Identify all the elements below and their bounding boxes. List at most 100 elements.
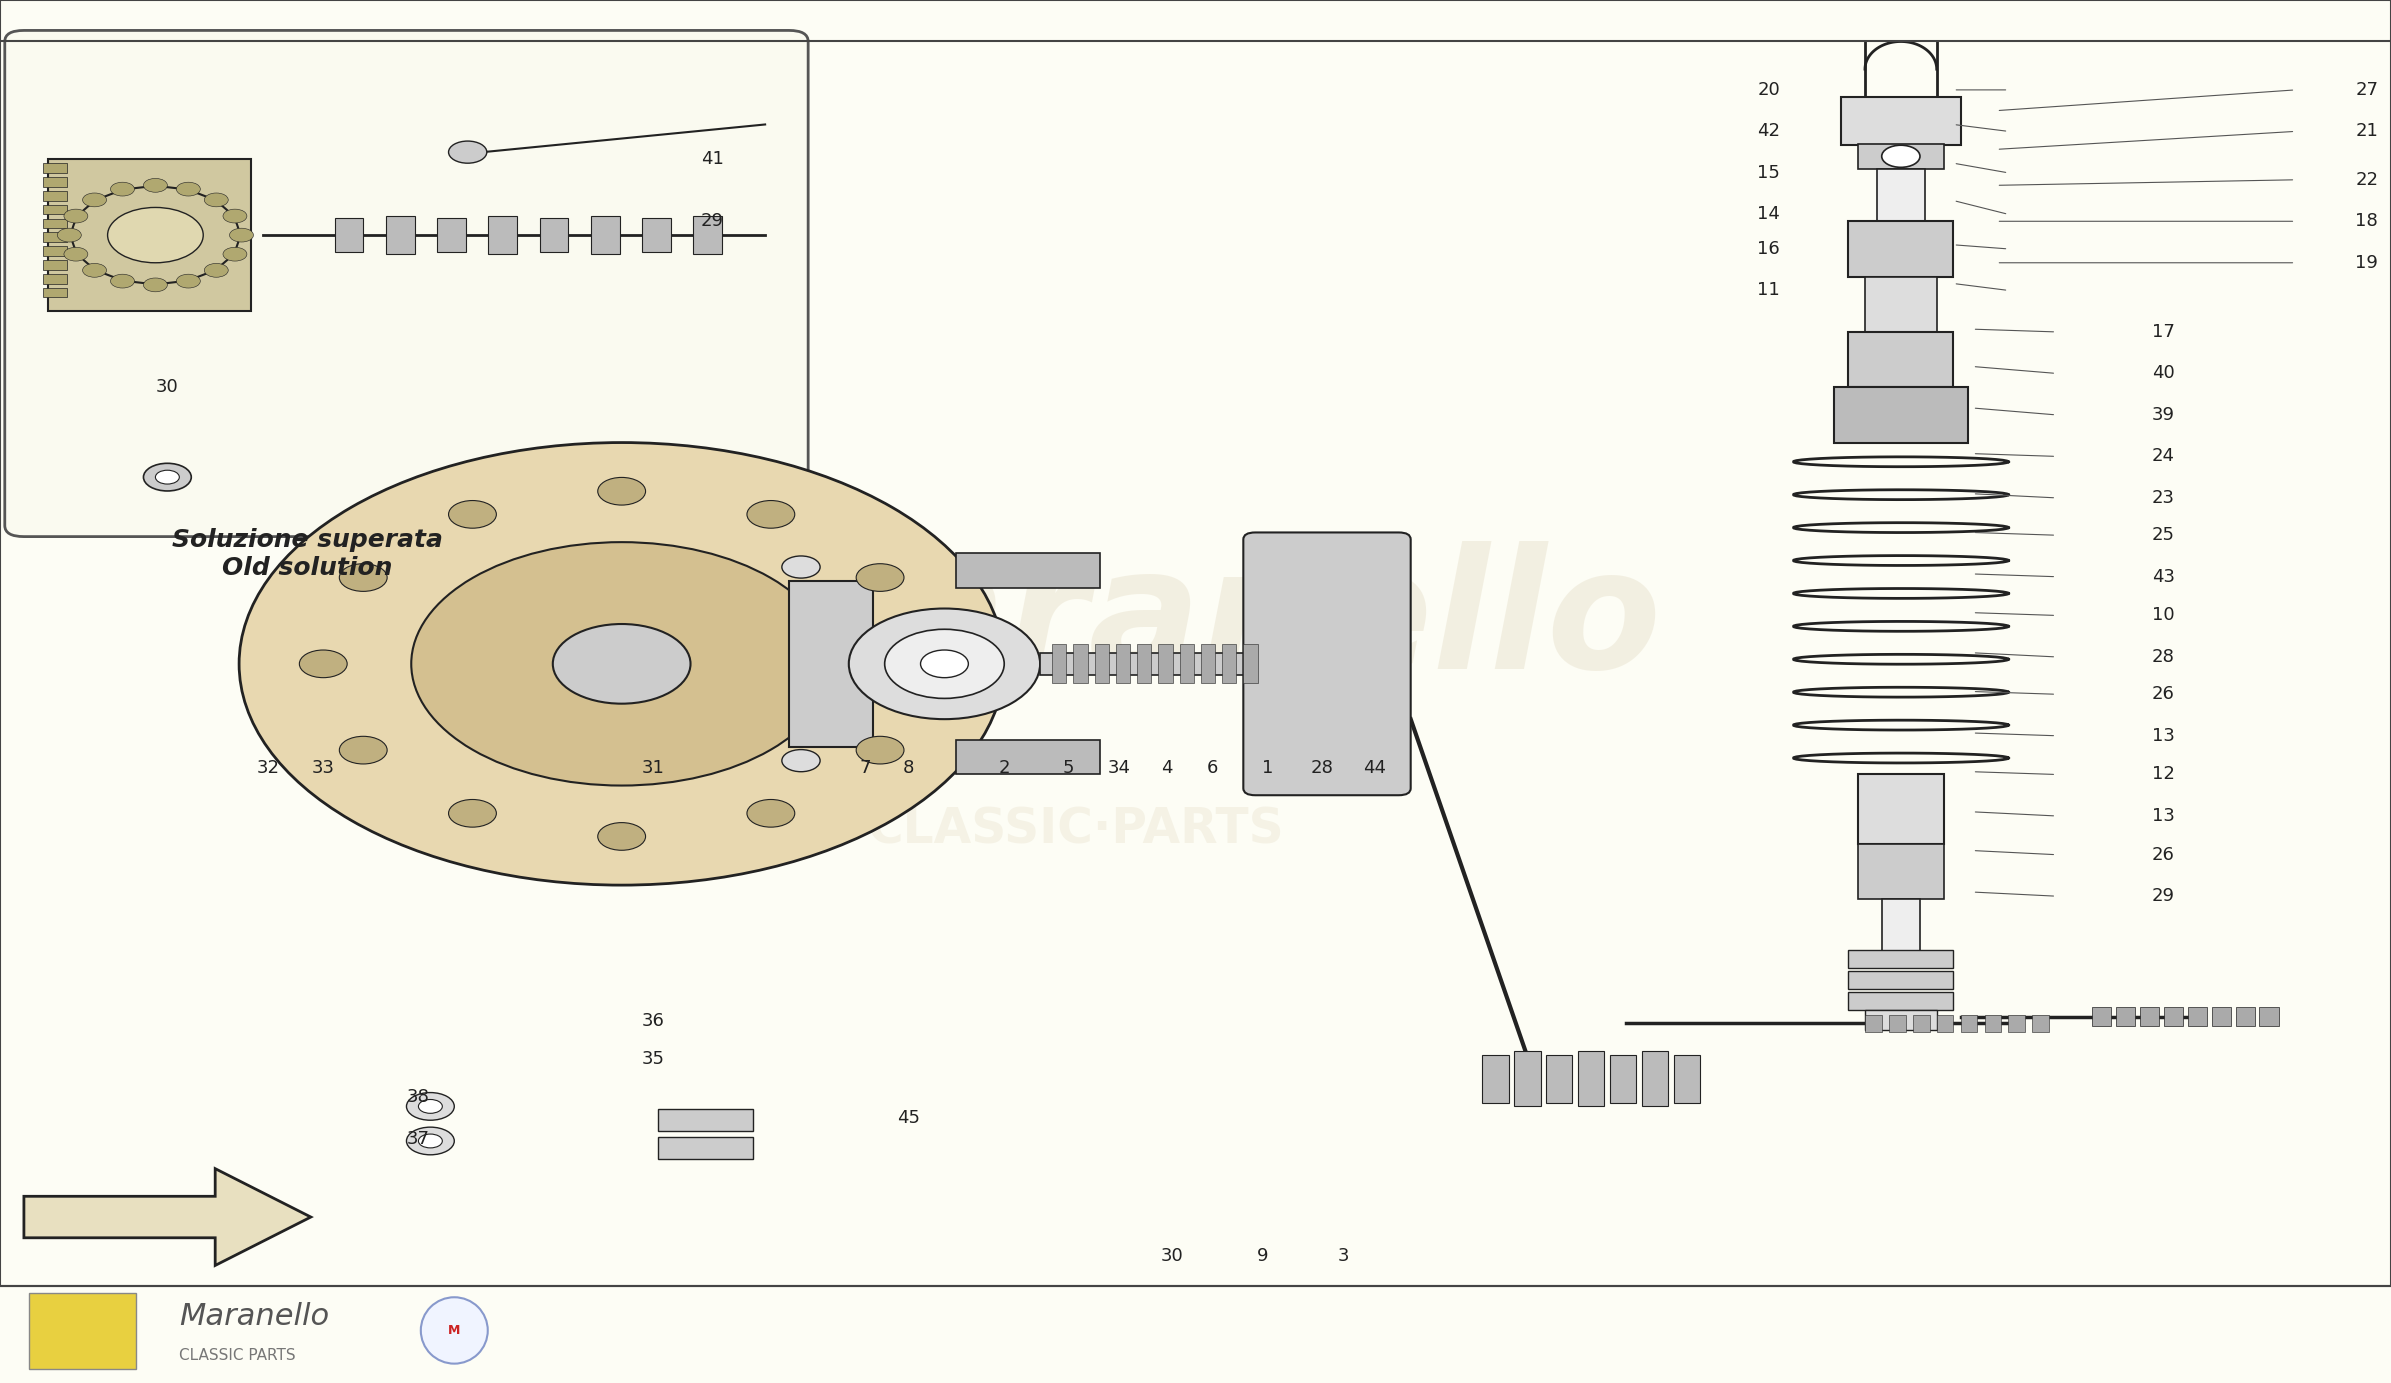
Bar <box>43 246 67 256</box>
Circle shape <box>406 1093 454 1120</box>
Bar <box>335 217 363 252</box>
Bar <box>540 217 569 252</box>
Circle shape <box>450 501 497 528</box>
Text: 34: 34 <box>1107 759 1131 777</box>
Text: 28: 28 <box>1310 759 1334 777</box>
Text: 41: 41 <box>701 149 724 169</box>
Bar <box>1848 332 1953 387</box>
Circle shape <box>65 209 88 223</box>
Bar <box>1848 992 1953 1010</box>
Circle shape <box>782 750 820 772</box>
Circle shape <box>65 248 88 261</box>
Circle shape <box>897 650 944 678</box>
Bar <box>43 205 67 214</box>
Bar <box>43 191 67 201</box>
Bar <box>1834 387 1968 443</box>
Bar <box>956 740 1100 774</box>
Bar <box>1117 644 1131 683</box>
Circle shape <box>143 278 167 292</box>
Text: 32: 32 <box>256 759 280 777</box>
Text: 7: 7 <box>861 759 870 777</box>
Text: PARTS: PARTS <box>567 198 772 300</box>
Bar <box>2212 1007 2231 1026</box>
Circle shape <box>230 228 253 242</box>
Bar <box>1052 644 1066 683</box>
Bar <box>48 159 251 311</box>
Circle shape <box>84 263 108 277</box>
Bar <box>1138 644 1152 683</box>
Circle shape <box>177 274 201 288</box>
Bar <box>2116 1007 2135 1026</box>
Bar <box>1514 1051 1540 1106</box>
Text: 37: 37 <box>406 1130 430 1148</box>
Text: M: M <box>447 1324 461 1337</box>
Circle shape <box>143 178 167 192</box>
Ellipse shape <box>421 1297 488 1364</box>
Circle shape <box>340 736 387 763</box>
Text: 42: 42 <box>1757 122 1781 141</box>
Circle shape <box>746 799 794 827</box>
Text: Maranello: Maranello <box>729 541 1662 704</box>
Bar <box>1643 1051 1669 1106</box>
Bar <box>1674 1054 1700 1104</box>
Circle shape <box>856 736 904 763</box>
Bar <box>385 216 414 254</box>
Bar <box>2236 1007 2255 1026</box>
Text: Soluzione superata
Old solution: Soluzione superata Old solution <box>172 528 442 579</box>
Bar <box>1095 644 1109 683</box>
Bar <box>2259 1007 2279 1026</box>
Circle shape <box>411 542 832 786</box>
Bar <box>1547 1054 1573 1104</box>
Circle shape <box>299 650 347 678</box>
Bar <box>658 1137 753 1159</box>
Bar <box>1179 644 1193 683</box>
Bar <box>29 1293 136 1369</box>
Bar <box>1913 1015 1930 1032</box>
Circle shape <box>203 263 227 277</box>
Polygon shape <box>24 1169 311 1265</box>
Text: 26: 26 <box>2152 685 2176 704</box>
Bar <box>1578 1051 1604 1106</box>
Bar <box>43 219 67 228</box>
Circle shape <box>110 183 134 196</box>
Text: 13: 13 <box>2152 726 2176 745</box>
Bar <box>438 217 466 252</box>
Text: 43: 43 <box>2152 567 2176 586</box>
Bar <box>43 288 67 297</box>
Bar <box>1609 1054 1635 1104</box>
Bar <box>1865 1015 1882 1032</box>
Circle shape <box>143 463 191 491</box>
Text: CLASSIC PARTS: CLASSIC PARTS <box>179 1348 296 1362</box>
Circle shape <box>1882 145 1920 167</box>
Circle shape <box>340 564 387 592</box>
Bar <box>591 216 619 254</box>
Circle shape <box>598 477 646 505</box>
Text: 2: 2 <box>999 759 1009 777</box>
Bar <box>1243 644 1258 683</box>
Bar <box>1865 277 1937 332</box>
Text: 14: 14 <box>1757 205 1781 224</box>
Text: 36: 36 <box>641 1012 665 1030</box>
Text: 15: 15 <box>1757 163 1781 183</box>
Text: 8: 8 <box>904 759 913 777</box>
Bar <box>1858 844 1944 899</box>
Text: 1: 1 <box>1262 759 1272 777</box>
Text: 39: 39 <box>2152 405 2176 425</box>
Bar <box>1882 899 1920 954</box>
Text: 9: 9 <box>1258 1247 1267 1265</box>
Circle shape <box>84 194 108 207</box>
Bar <box>1937 1015 1953 1032</box>
Text: 4: 4 <box>1162 759 1172 777</box>
Bar <box>2032 1015 2049 1032</box>
Bar <box>1848 971 1953 989</box>
Bar <box>1074 644 1088 683</box>
Bar <box>693 216 722 254</box>
Text: 35: 35 <box>641 1050 665 1068</box>
Bar <box>1157 644 1172 683</box>
Text: 26: 26 <box>2152 845 2176 864</box>
Circle shape <box>450 141 488 163</box>
Text: 33: 33 <box>311 759 335 777</box>
Text: 18: 18 <box>2355 212 2379 231</box>
FancyBboxPatch shape <box>1243 532 1411 795</box>
Bar <box>1222 644 1236 683</box>
